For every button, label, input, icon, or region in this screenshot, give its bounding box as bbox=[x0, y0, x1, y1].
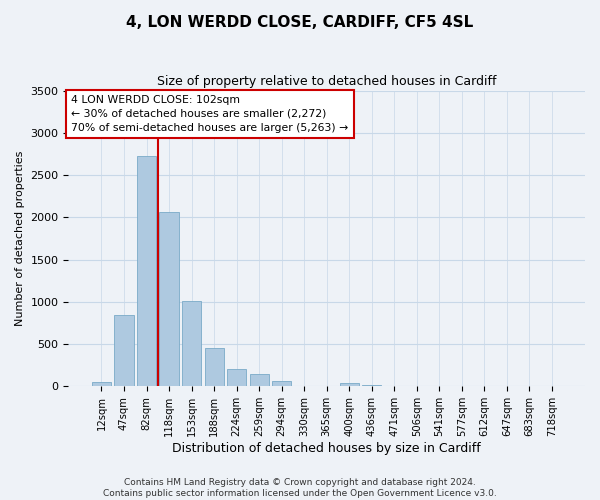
Bar bbox=[182, 301, 201, 386]
Title: Size of property relative to detached houses in Cardiff: Size of property relative to detached ho… bbox=[157, 75, 496, 88]
Bar bbox=[340, 384, 359, 386]
Text: 4 LON WERDD CLOSE: 102sqm
← 30% of detached houses are smaller (2,272)
70% of se: 4 LON WERDD CLOSE: 102sqm ← 30% of detac… bbox=[71, 95, 348, 133]
Bar bbox=[115, 314, 134, 386]
Bar bbox=[205, 348, 224, 387]
Bar bbox=[92, 382, 111, 386]
Bar bbox=[272, 382, 291, 386]
Text: 4, LON WERDD CLOSE, CARDIFF, CF5 4SL: 4, LON WERDD CLOSE, CARDIFF, CF5 4SL bbox=[127, 15, 473, 30]
Text: Contains HM Land Registry data © Crown copyright and database right 2024.
Contai: Contains HM Land Registry data © Crown c… bbox=[103, 478, 497, 498]
Bar bbox=[137, 156, 156, 386]
Bar bbox=[160, 212, 179, 386]
Bar bbox=[250, 374, 269, 386]
Y-axis label: Number of detached properties: Number of detached properties bbox=[15, 151, 25, 326]
X-axis label: Distribution of detached houses by size in Cardiff: Distribution of detached houses by size … bbox=[172, 442, 481, 455]
Bar bbox=[362, 384, 382, 386]
Bar bbox=[227, 368, 246, 386]
